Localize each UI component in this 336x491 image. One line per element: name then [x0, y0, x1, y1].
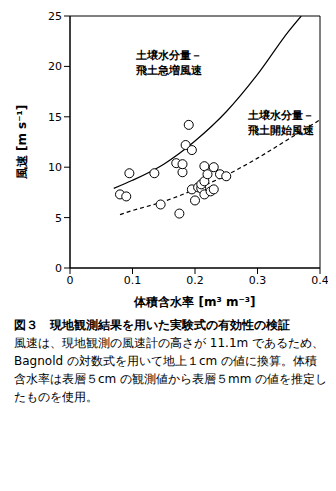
svg-text:体積含水率 [m³ m⁻³]: 体積含水率 [m³ m⁻³] — [133, 295, 255, 308]
html-text:飛土開始風速: 飛土開始風速 — [247, 123, 314, 137]
html-text:風速は、現地観測の風速計の高さが 11.1m であるため、B: 風速は、現地観測の風速計の高さが 11.1m であるため、Bagnold の対数… — [14, 336, 328, 404]
svg-text:15: 15 — [48, 111, 62, 124]
html-text:土壌水分量－: 土壌水分量－ — [247, 108, 314, 122]
svg-text:0.3: 0.3 — [249, 274, 267, 287]
svg-text:0: 0 — [67, 274, 74, 287]
svg-text:10: 10 — [48, 161, 62, 174]
svg-text:風速 [m s⁻¹]: 風速 [m s⁻¹] — [15, 105, 29, 181]
svg-text:0.4: 0.4 — [311, 274, 328, 287]
svg-text:0.1: 0.1 — [124, 274, 142, 287]
svg-text:20: 20 — [48, 60, 62, 73]
html-text:飛土急増風速: 飛土急増風速 — [136, 64, 203, 78]
svg-text:0: 0 — [55, 262, 62, 275]
svg-text:0.2: 0.2 — [186, 274, 204, 287]
html-text:図３ 現地観測結果を用いた実験式の有効性の検証: 図３ 現地観測結果を用いた実験式の有効性の検証 — [14, 318, 290, 332]
svg-text:25: 25 — [48, 10, 62, 23]
svg-text:5: 5 — [55, 212, 62, 225]
html-text:土壌水分量－: 土壌水分量－ — [136, 49, 203, 63]
